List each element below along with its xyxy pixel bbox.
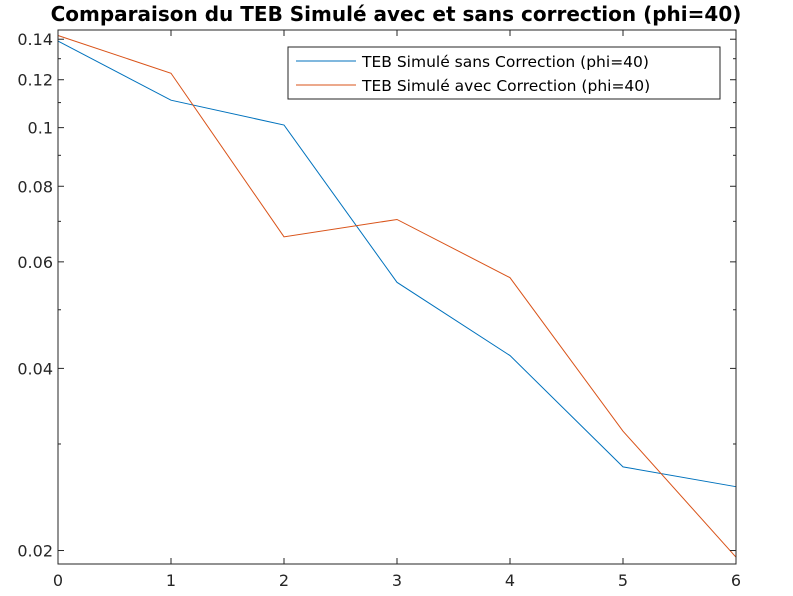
series-line-0 xyxy=(57,40,737,488)
x-tick-label-2: 2 xyxy=(279,571,289,590)
y-tick-label-4: 0.1 xyxy=(28,119,53,138)
x-tick-label-1: 1 xyxy=(166,571,176,590)
legend-box xyxy=(287,46,721,100)
y-tick-label-1: 0.04 xyxy=(17,359,53,378)
plot-area xyxy=(58,30,736,564)
legend: TEB Simulé sans Correction (phi=40) TEB … xyxy=(287,46,721,100)
y-tick-label-3: 0.08 xyxy=(17,177,53,196)
series-line-1 xyxy=(57,35,737,558)
chart-title: Comparaison du TEB Simulé avec et sans c… xyxy=(51,2,742,26)
x-tick-label-5: 5 xyxy=(618,571,628,590)
y-tick-label-2: 0.06 xyxy=(17,253,53,272)
legend-label-avec-correction: TEB Simulé avec Correction (phi=40) xyxy=(361,77,650,95)
x-tick-label-4: 4 xyxy=(505,571,515,590)
legend-label-sans-correction: TEB Simulé sans Correction (phi=40) xyxy=(361,53,649,71)
series-layer xyxy=(57,35,737,558)
ticks-layer: 0 1 2 3 4 5 6 0.02 0.04 0.06 0.08 0.1 0.12 0.14 xyxy=(17,30,741,590)
x-tick-label-0: 0 xyxy=(53,571,63,590)
y-tick-label-6: 0.14 xyxy=(17,30,53,49)
x-tick-label-6: 6 xyxy=(731,571,741,590)
y-tick-label-0: 0.02 xyxy=(17,542,53,561)
y-tick-label-5: 0.12 xyxy=(17,71,53,90)
x-tick-label-3: 3 xyxy=(392,571,402,590)
